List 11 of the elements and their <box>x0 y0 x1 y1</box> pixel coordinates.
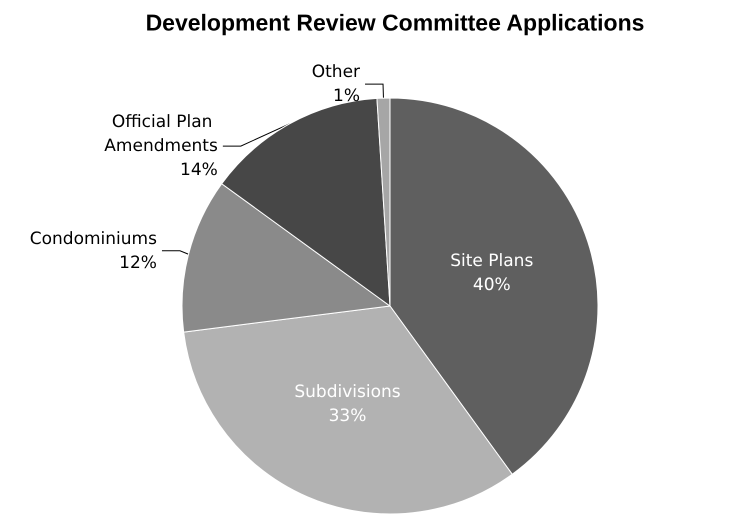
data-label: 1% <box>333 86 360 106</box>
chart-title: Development Review Committee Applications <box>146 10 644 36</box>
slice-label: Official Plan Amendments <box>104 112 218 156</box>
slice-label: Site Plans <box>450 250 534 271</box>
data-label: 12% <box>119 252 157 273</box>
data-label: 33% <box>328 406 366 426</box>
slice-label: Condominiums <box>30 228 158 249</box>
data-label: 40% <box>472 274 511 295</box>
slice-label: Subdivisions <box>294 382 401 402</box>
data-label: 14% <box>180 160 218 180</box>
slice-label: Other <box>312 62 360 82</box>
